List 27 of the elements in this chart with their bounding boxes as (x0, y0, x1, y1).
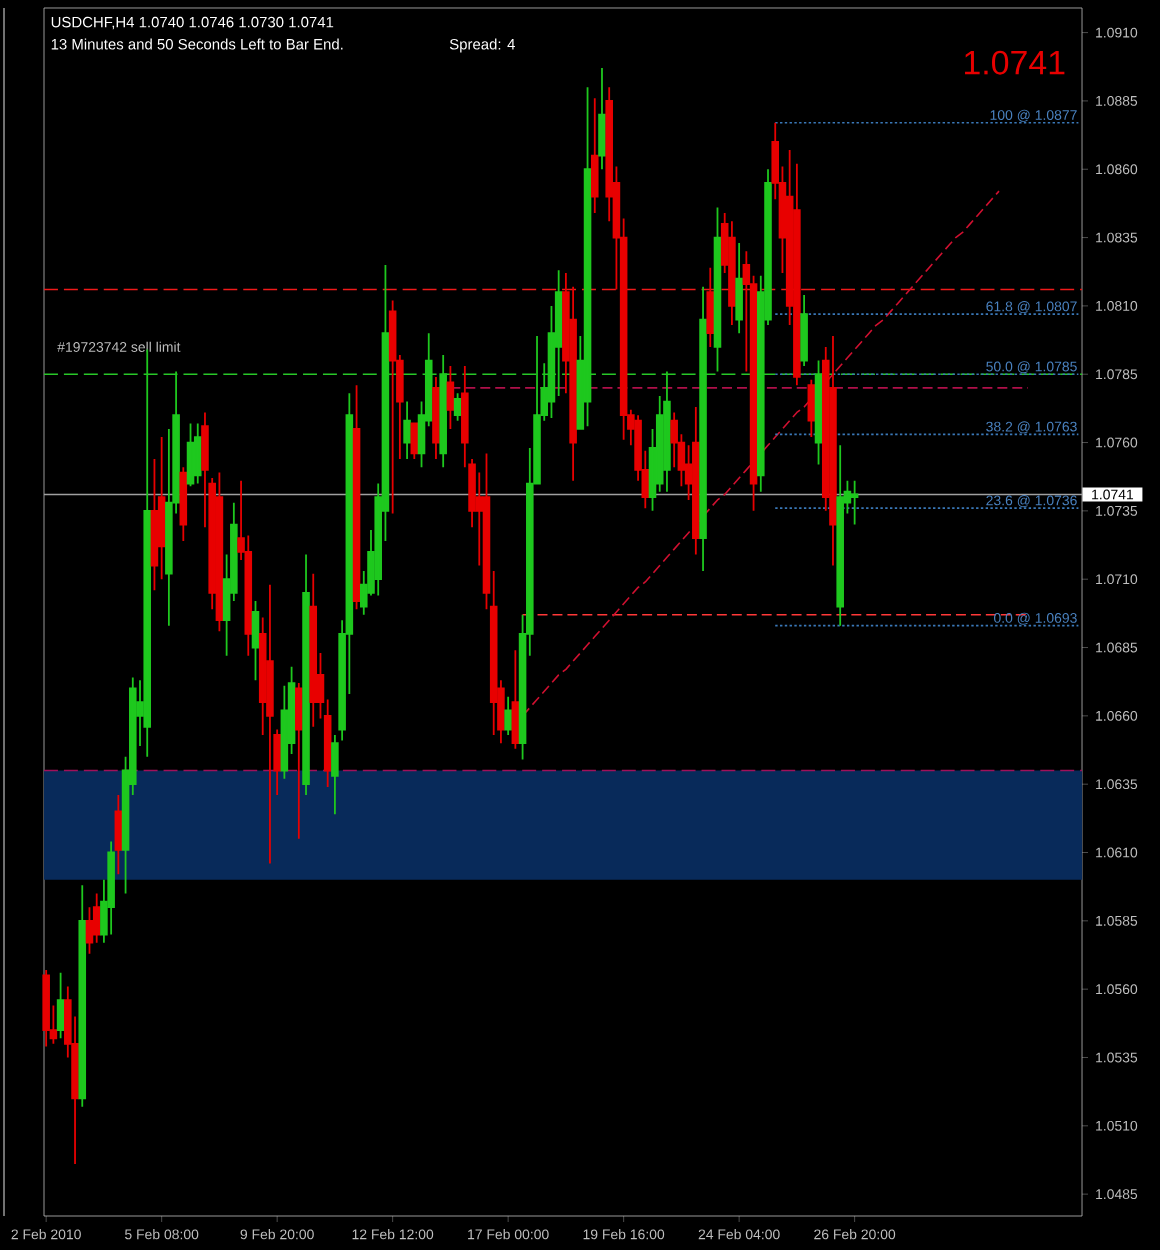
candlestick (706, 266, 715, 348)
candlestick (107, 840, 115, 936)
candlestick (78, 884, 87, 1108)
candlestick (850, 479, 859, 526)
candlestick (193, 422, 202, 485)
candlestick (807, 378, 816, 438)
candlestick (295, 682, 303, 840)
candlestick (836, 444, 844, 627)
candlestick (692, 406, 700, 556)
candlestick (42, 969, 50, 1048)
candlestick (735, 242, 743, 335)
candlestick (388, 299, 397, 515)
candlestick (829, 335, 837, 567)
candlestick (403, 400, 411, 460)
candlestick (266, 583, 274, 865)
candlestick (590, 97, 599, 214)
candlestick (800, 294, 808, 367)
annotation: 1.0741 (965, 50, 1065, 75)
candlestick (504, 695, 512, 736)
candlestick (114, 794, 123, 876)
candlestick (302, 553, 310, 797)
candlestick (728, 220, 736, 326)
candlestick (309, 572, 318, 728)
candlestick (598, 67, 606, 171)
candlestick (331, 734, 339, 816)
candlestick (511, 649, 520, 750)
candlestick (453, 392, 462, 422)
